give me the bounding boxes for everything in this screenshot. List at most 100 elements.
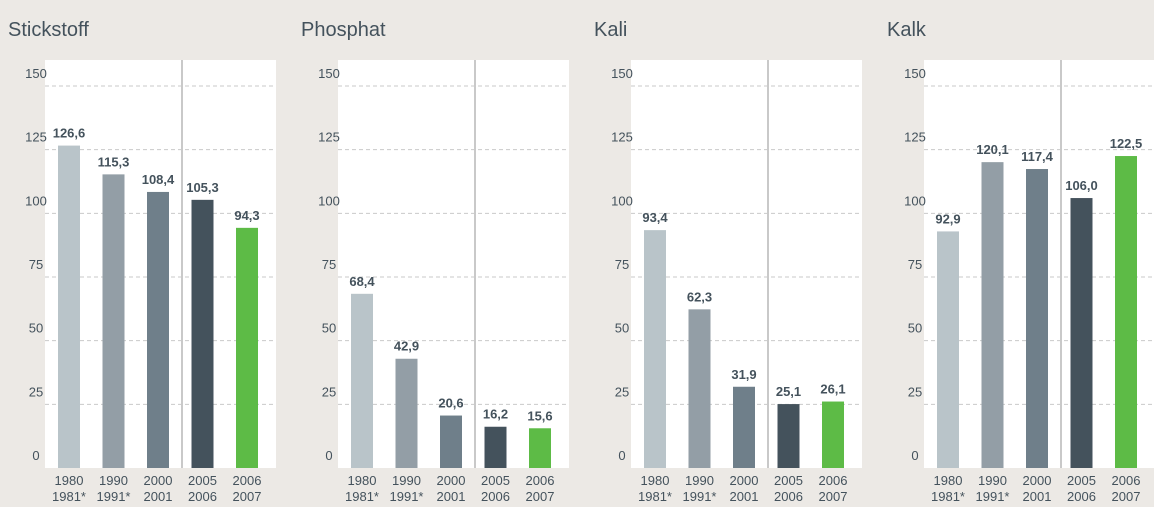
x-tick-label: 1990 xyxy=(392,473,421,488)
x-tick-label: 2006 xyxy=(819,473,848,488)
value-label: 26,1 xyxy=(820,382,845,397)
bar xyxy=(351,293,373,468)
plot-area xyxy=(338,60,569,468)
value-label: 115,3 xyxy=(98,154,130,169)
value-label: 31,9 xyxy=(731,367,756,382)
y-tick-label: 125 xyxy=(25,130,47,145)
y-tick-label: 50 xyxy=(322,321,336,336)
x-tick-label: 1990 xyxy=(978,473,1007,488)
y-tick-label: 0 xyxy=(325,448,332,463)
x-tick-label: 2001 xyxy=(1023,489,1052,504)
y-tick-label: 50 xyxy=(615,321,629,336)
x-tick-label: 1980 xyxy=(348,473,377,488)
x-tick-label: 2006 xyxy=(1067,489,1096,504)
x-tick-label: 1991* xyxy=(976,489,1010,504)
bar xyxy=(147,191,169,468)
value-label: 93,4 xyxy=(642,210,668,225)
x-tick-label: 2006 xyxy=(774,489,803,504)
x-tick-label: 1990 xyxy=(99,473,128,488)
y-tick-label: 0 xyxy=(618,448,625,463)
y-tick-label: 100 xyxy=(611,193,633,208)
y-tick-label: 150 xyxy=(318,66,340,81)
y-tick-label: 75 xyxy=(322,257,336,272)
chart-title: Kali xyxy=(594,19,627,41)
x-tick-label: 1991* xyxy=(683,489,717,504)
y-tick-label: 25 xyxy=(322,384,336,399)
x-tick-label: 1981* xyxy=(931,489,965,504)
bar xyxy=(937,231,959,468)
bar xyxy=(1026,169,1048,468)
y-tick-label: 0 xyxy=(911,448,918,463)
value-label: 92,9 xyxy=(935,211,960,226)
x-tick-label: 1980 xyxy=(641,473,670,488)
y-tick-label: 25 xyxy=(29,384,43,399)
y-tick-label: 150 xyxy=(611,66,633,81)
value-label: 108,4 xyxy=(142,172,175,187)
y-tick-label: 100 xyxy=(318,193,340,208)
x-tick-label: 2006 xyxy=(1112,473,1141,488)
x-tick-label: 2007 xyxy=(819,489,848,504)
y-tick-label: 25 xyxy=(908,384,922,399)
value-label: 106,0 xyxy=(1065,178,1098,193)
bar xyxy=(1115,156,1137,469)
bar xyxy=(777,404,800,468)
y-tick-label: 125 xyxy=(318,130,340,145)
x-tick-label: 2005 xyxy=(774,473,803,488)
value-label: 62,3 xyxy=(687,289,712,304)
bar xyxy=(440,415,462,468)
bar xyxy=(58,145,80,469)
x-tick-label: 2000 xyxy=(144,473,173,488)
x-tick-label: 2005 xyxy=(188,473,217,488)
y-tick-label: 100 xyxy=(904,193,926,208)
x-tick-label: 1980 xyxy=(55,473,84,488)
value-label: 120,1 xyxy=(976,142,1009,157)
y-tick-label: 75 xyxy=(615,257,629,272)
chart-title: Stickstoff xyxy=(8,19,89,41)
bar xyxy=(1070,198,1093,468)
value-label: 105,3 xyxy=(186,180,219,195)
x-tick-label: 1980 xyxy=(934,473,963,488)
x-tick-label: 1991* xyxy=(97,489,131,504)
value-label: 15,6 xyxy=(527,408,552,423)
x-tick-label: 2001 xyxy=(730,489,759,504)
value-label: 94,3 xyxy=(234,208,259,223)
bar xyxy=(733,386,755,468)
y-tick-label: 50 xyxy=(908,321,922,336)
y-tick-label: 0 xyxy=(32,448,39,463)
x-tick-label: 2001 xyxy=(144,489,173,504)
bar xyxy=(484,426,507,468)
bar xyxy=(395,358,418,468)
bar xyxy=(822,401,844,468)
bar xyxy=(644,230,666,468)
y-tick-label: 150 xyxy=(904,66,926,81)
value-label: 25,1 xyxy=(776,384,801,399)
bar xyxy=(236,227,258,468)
y-tick-label: 75 xyxy=(908,257,922,272)
chart-title: Kalk xyxy=(887,19,927,41)
x-tick-label: 2006 xyxy=(233,473,262,488)
value-label: 126,6 xyxy=(53,126,86,141)
y-tick-label: 75 xyxy=(29,257,43,272)
x-tick-label: 1981* xyxy=(345,489,379,504)
value-label: 16,2 xyxy=(483,407,508,422)
value-label: 117,4 xyxy=(1021,149,1054,164)
x-tick-label: 1991* xyxy=(390,489,424,504)
x-tick-label: 2007 xyxy=(1112,489,1141,504)
y-tick-label: 150 xyxy=(25,66,47,81)
x-tick-label: 2001 xyxy=(437,489,466,504)
x-tick-label: 2000 xyxy=(730,473,759,488)
x-tick-label: 1990 xyxy=(685,473,714,488)
bar xyxy=(102,174,125,469)
x-tick-label: 2007 xyxy=(526,489,555,504)
y-tick-label: 25 xyxy=(615,384,629,399)
y-tick-label: 125 xyxy=(611,130,633,145)
x-tick-label: 2006 xyxy=(188,489,217,504)
x-tick-label: 2005 xyxy=(481,473,510,488)
x-tick-label: 1981* xyxy=(638,489,672,504)
x-tick-label: 2000 xyxy=(437,473,466,488)
x-tick-label: 2000 xyxy=(1023,473,1052,488)
x-tick-label: 2006 xyxy=(481,489,510,504)
bar xyxy=(688,309,711,468)
x-tick-label: 2006 xyxy=(526,473,555,488)
